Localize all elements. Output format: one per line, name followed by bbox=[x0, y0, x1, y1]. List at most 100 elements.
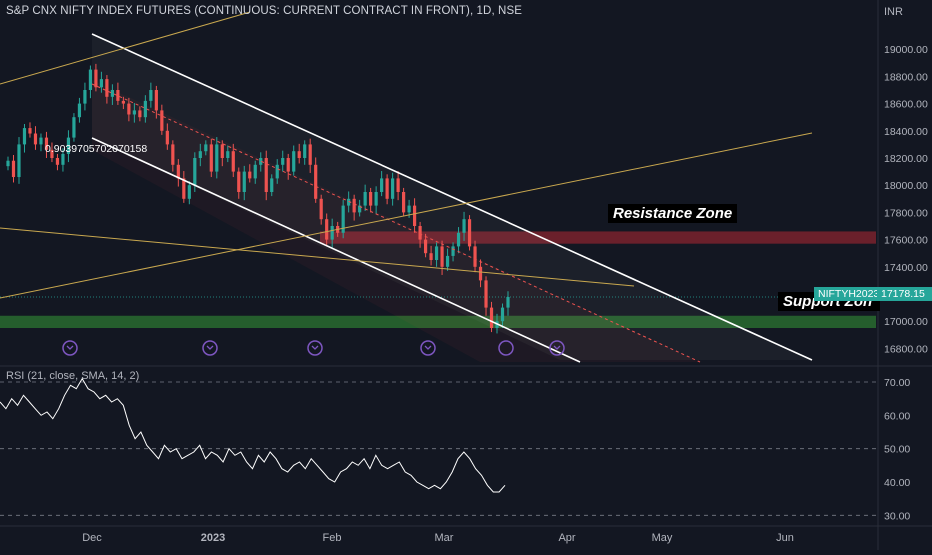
candle-body bbox=[39, 137, 43, 145]
earnings-marker-icon bbox=[498, 340, 514, 356]
candle-body bbox=[138, 110, 142, 118]
candle-body bbox=[297, 151, 301, 158]
candle-body bbox=[17, 144, 21, 178]
candle-body bbox=[385, 178, 389, 199]
candle-body bbox=[215, 144, 219, 172]
candle-body bbox=[396, 178, 400, 192]
channel-lower-fill bbox=[92, 80, 700, 362]
symbol-tag: NIFTYH2023 bbox=[814, 287, 884, 301]
candle-body bbox=[489, 307, 494, 328]
candle-body bbox=[253, 164, 257, 179]
price-tick-label: 18600.00 bbox=[884, 99, 928, 111]
candle-body bbox=[275, 164, 279, 179]
candle-body bbox=[72, 117, 76, 138]
candle-body bbox=[270, 178, 274, 192]
time-tick-label: Apr bbox=[558, 532, 575, 544]
candle-body bbox=[352, 198, 356, 213]
candle-body bbox=[358, 205, 362, 213]
candle-body bbox=[182, 178, 186, 199]
candle-body bbox=[248, 171, 252, 179]
candle-body bbox=[193, 158, 197, 186]
rsi-tick-label: 70.00 bbox=[884, 377, 910, 389]
candle-body bbox=[319, 198, 323, 220]
candle-body bbox=[132, 110, 136, 115]
candle-body bbox=[467, 219, 472, 247]
candle-body bbox=[341, 205, 345, 233]
event-marker-arrow bbox=[424, 345, 432, 350]
channel-upper-line bbox=[91, 33, 813, 361]
candle-body bbox=[121, 100, 125, 104]
candle-body bbox=[143, 100, 147, 118]
candle-body bbox=[402, 192, 406, 213]
candle-body bbox=[204, 144, 208, 152]
candle-body bbox=[484, 280, 488, 308]
rsi-label: RSI (21, close, SMA, 14, 2) bbox=[6, 370, 140, 382]
candle-body bbox=[330, 226, 334, 240]
candle-body bbox=[55, 158, 60, 165]
time-tick-label: 2023 bbox=[201, 532, 225, 544]
candle-body bbox=[28, 128, 32, 134]
candle-body bbox=[149, 90, 153, 101]
candle-body bbox=[456, 232, 461, 247]
candle-body bbox=[473, 246, 477, 267]
candle-body bbox=[77, 103, 82, 118]
candle-body bbox=[116, 90, 120, 101]
event-marker-icon bbox=[202, 340, 218, 356]
price-tick-label: 16800.00 bbox=[884, 343, 928, 355]
candle-body bbox=[176, 164, 180, 179]
candle-body bbox=[50, 149, 54, 158]
candle-body bbox=[154, 90, 158, 111]
candle-body bbox=[22, 128, 27, 145]
time-tick-label: May bbox=[652, 532, 673, 544]
resistance-zone-label: Resistance Zone bbox=[608, 204, 738, 223]
candle-body bbox=[160, 110, 164, 131]
candle-body bbox=[325, 219, 329, 240]
candle-body bbox=[66, 137, 71, 154]
candle-body bbox=[363, 192, 367, 206]
price-tick-label: 18800.00 bbox=[884, 71, 928, 83]
candle-body bbox=[187, 185, 191, 199]
candle-body bbox=[99, 79, 104, 88]
time-tick-label: Dec bbox=[82, 532, 102, 544]
candle-body bbox=[429, 253, 433, 260]
price-tick-label: 17000.00 bbox=[884, 316, 928, 328]
time-tick-label: Feb bbox=[323, 532, 342, 544]
candle-body bbox=[209, 144, 213, 172]
candle-body bbox=[127, 103, 131, 115]
candle-body bbox=[88, 69, 93, 90]
event-marker-icon bbox=[62, 340, 78, 356]
rsi-tick-label: 60.00 bbox=[884, 410, 910, 422]
currency-label: INR bbox=[884, 6, 903, 18]
event-marker-arrow bbox=[66, 345, 74, 350]
candle-body bbox=[259, 158, 263, 165]
event-marker-icon bbox=[549, 340, 565, 356]
candle-body bbox=[369, 192, 373, 206]
candle-body bbox=[407, 205, 411, 213]
candle-body bbox=[440, 246, 444, 267]
rsi-tick-label: 40.00 bbox=[884, 477, 910, 489]
candle-body bbox=[418, 226, 422, 240]
candle-body bbox=[286, 158, 290, 172]
candle-body bbox=[347, 198, 351, 206]
candle-body bbox=[242, 171, 246, 192]
price-tick-label: 17400.00 bbox=[884, 262, 928, 274]
candle-body bbox=[303, 144, 307, 158]
last-price-tag: 17178.15 bbox=[877, 287, 932, 301]
event-marker-arrow bbox=[553, 345, 561, 350]
candle-body bbox=[198, 151, 202, 158]
trendline-upper bbox=[0, 11, 251, 85]
rsi-tick-label: 30.00 bbox=[884, 510, 910, 522]
price-tick-label: 17600.00 bbox=[884, 235, 928, 247]
candle-body bbox=[94, 69, 98, 88]
candle-body bbox=[171, 144, 175, 165]
candle-body bbox=[506, 296, 510, 308]
candle-body bbox=[6, 160, 10, 167]
time-tick-label: Mar bbox=[435, 532, 454, 544]
channel-lower-line bbox=[91, 137, 581, 363]
fib-level-label: 0.9039705702070158 bbox=[45, 143, 148, 155]
price-tick-label: 18000.00 bbox=[884, 180, 928, 192]
candle-body bbox=[462, 219, 466, 233]
candle-body bbox=[110, 90, 114, 97]
